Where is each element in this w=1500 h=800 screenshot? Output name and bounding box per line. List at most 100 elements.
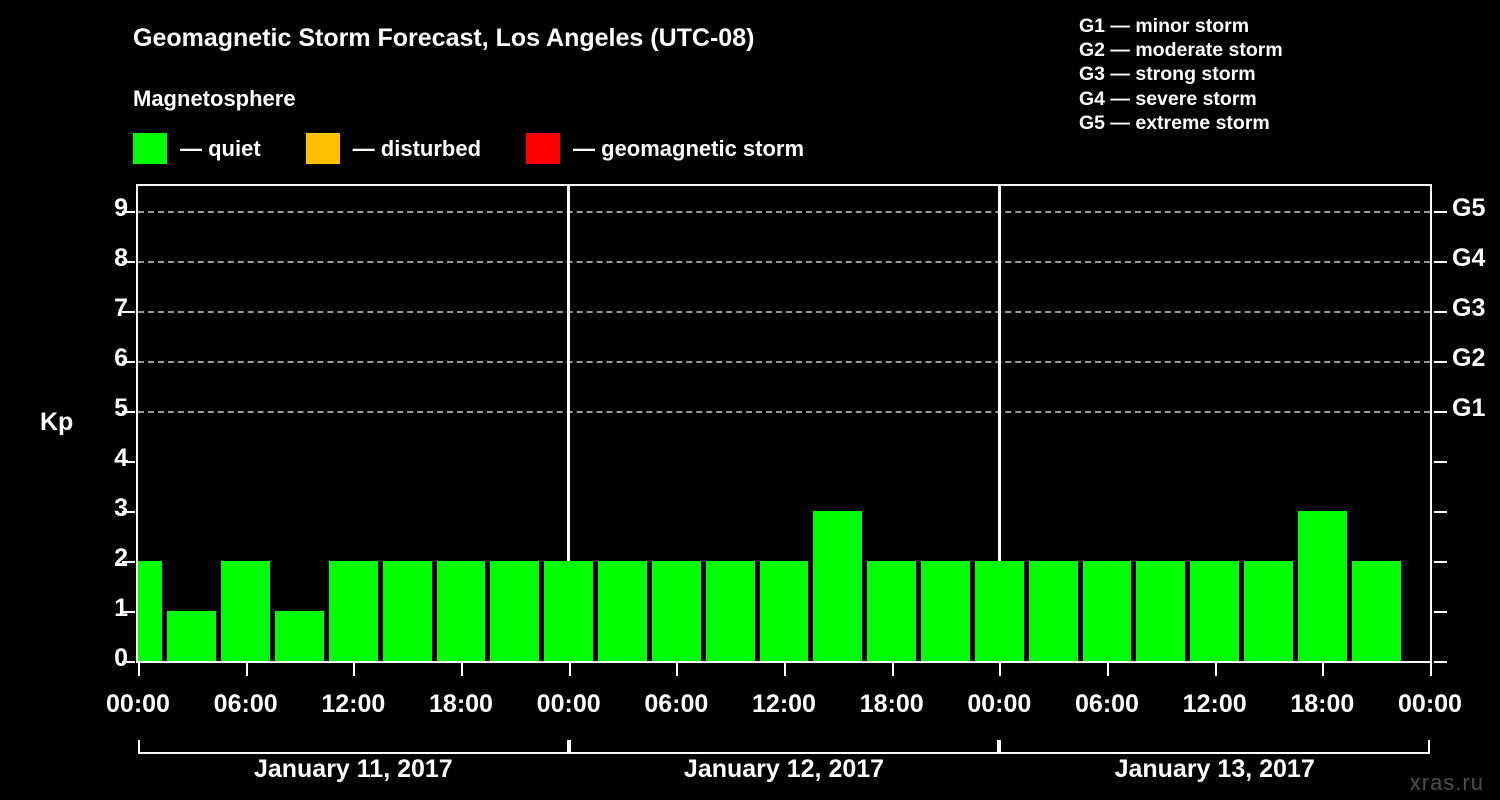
kp-bar — [651, 561, 701, 661]
gtick-label-g5: G5 — [1452, 194, 1486, 222]
legend-label-disturbed: — disturbed — [352, 135, 482, 161]
xtick-mark-6 — [784, 663, 786, 676]
legend-item-disturbed: — disturbed — [305, 133, 482, 164]
xtick-label-9: 06:00 — [1075, 690, 1139, 718]
gridline-kp-7 — [138, 311, 1430, 313]
kp-bar — [1136, 561, 1186, 661]
gtick-label-g1: G1 — [1452, 394, 1486, 422]
magnetosphere-label: Magnetosphere — [133, 86, 296, 111]
ytick-mark-right-kp-5 — [1434, 411, 1447, 413]
ytick-mark-kp-6 — [122, 361, 135, 363]
kp-bar — [974, 561, 1024, 661]
ytick-mark-kp-0 — [122, 661, 135, 663]
xtick-label-0: 00:00 — [106, 690, 170, 718]
xtick-mark-8 — [999, 663, 1002, 676]
date-label-3: January 13, 2017 — [1114, 755, 1315, 783]
gscale-row-g5: G5 — extreme storm — [1079, 111, 1270, 134]
ytick-label-kp-1: 1 — [114, 594, 128, 622]
gscale-row-g1: G1 — minor storm — [1079, 15, 1250, 37]
kp-bar — [921, 561, 970, 661]
legend-swatch-geomagnetic-storm — [526, 133, 561, 164]
ytick-mark-kp-7 — [122, 311, 135, 313]
xtick-mark-0 — [138, 663, 140, 676]
ytick-mark-right-kp-7 — [1434, 311, 1447, 313]
ytick-mark-right-kp-4 — [1434, 461, 1447, 463]
ytick-mark-kp-1 — [122, 611, 135, 613]
ytick-mark-right-kp-3 — [1434, 511, 1447, 513]
ytick-mark-right-kp-2 — [1434, 561, 1447, 563]
date-label-1: January 11, 2017 — [253, 755, 453, 783]
date-bracket-3 — [999, 740, 1430, 754]
xtick-label-6: 12:00 — [752, 690, 816, 718]
legend-swatch-quiet — [133, 133, 167, 164]
gscale-legend: G1 — minor storm G2 — moderate storm G3 … — [1079, 14, 1283, 135]
legend-label-geomagnetic-storm: — geomagnetic storm — [573, 135, 805, 161]
xtick-label-4: 00:00 — [536, 690, 601, 718]
day-divider-1 — [567, 186, 571, 661]
gscale-row-g4: G4 — severe storm — [1079, 87, 1257, 110]
date-bracket-2 — [568, 740, 1000, 754]
gscale-row-g2: G2 — moderate storm — [1079, 39, 1283, 62]
kp-bar — [382, 561, 432, 661]
gridline-kp-8 — [138, 261, 1430, 263]
xtick-mark-7 — [891, 663, 894, 676]
kp-bar — [221, 561, 271, 661]
xtick-mark-10 — [1214, 663, 1217, 676]
xtick-label-1: 06:00 — [213, 690, 278, 718]
xtick-label-3: 18:00 — [429, 690, 493, 718]
ytick-label-kp-7: 7 — [114, 294, 128, 322]
xtick-label-12: 00:00 — [1398, 690, 1462, 718]
ytick-label-kp-2: 2 — [114, 544, 128, 572]
xtick-mark-1 — [245, 663, 248, 676]
legend-item-quiet: — quiet — [133, 133, 261, 164]
date-bracket-1 — [138, 740, 569, 754]
kp-bar — [1351, 561, 1401, 661]
gtick-label-g3: G3 — [1452, 294, 1486, 322]
ytick-label-kp-9: 9 — [114, 194, 128, 222]
xtick-mark-9 — [1107, 663, 1109, 676]
ytick-label-kp-5: 5 — [114, 394, 128, 422]
ytick-mark-right-kp-6 — [1434, 361, 1447, 363]
kp-bar — [1028, 561, 1078, 661]
xtick-label-5: 06:00 — [644, 690, 709, 718]
xtick-label-11: 18:00 — [1290, 690, 1355, 718]
magnetosphere-legend: — quiet — disturbed — geomagnetic storm — [133, 133, 804, 164]
ytick-mark-right-kp-1 — [1434, 611, 1447, 613]
ytick-label-kp-4: 4 — [114, 444, 128, 472]
kp-bar — [759, 561, 809, 661]
kp-bar — [328, 561, 378, 661]
ytick-mark-kp-9 — [122, 211, 135, 213]
kp-bar — [167, 611, 217, 661]
ytick-label-kp-0: 0 — [114, 644, 128, 672]
xtick-mark-12 — [1430, 663, 1432, 676]
ytick-mark-kp-5 — [122, 411, 135, 413]
bars-layer — [138, 186, 1430, 661]
kp-bar — [275, 611, 324, 661]
plot-area — [136, 184, 1432, 663]
xtick-mark-11 — [1322, 663, 1325, 676]
kp-bar — [705, 561, 755, 661]
page-title: Geomagnetic Storm Forecast, Los Angeles … — [133, 24, 755, 52]
y-axis-title: Kp — [40, 408, 74, 436]
gtick-label-g2: G2 — [1452, 344, 1486, 372]
ytick-label-kp-6: 6 — [114, 344, 128, 372]
ytick-mark-kp-8 — [122, 261, 135, 263]
ytick-mark-right-kp-8 — [1434, 261, 1447, 263]
xtick-mark-2 — [353, 663, 356, 676]
kp-bar — [1244, 561, 1293, 661]
kp-bar — [1190, 561, 1240, 661]
kp-bar — [867, 561, 917, 661]
xtick-mark-5 — [676, 663, 679, 676]
day-divider-2 — [997, 186, 1001, 661]
gridline-kp-9 — [138, 211, 1430, 213]
ytick-mark-right-kp-0 — [1434, 661, 1447, 663]
kp-bar — [490, 561, 540, 661]
ytick-mark-kp-3 — [122, 511, 135, 513]
xtick-mark-4 — [568, 663, 571, 676]
ytick-mark-kp-2 — [122, 561, 135, 563]
ytick-mark-kp-4 — [122, 461, 135, 463]
ytick-mark-right-kp-9 — [1434, 211, 1447, 213]
legend-swatch-disturbed — [305, 133, 340, 164]
ytick-label-kp-3: 3 — [114, 494, 128, 522]
xtick-mark-3 — [461, 663, 463, 676]
